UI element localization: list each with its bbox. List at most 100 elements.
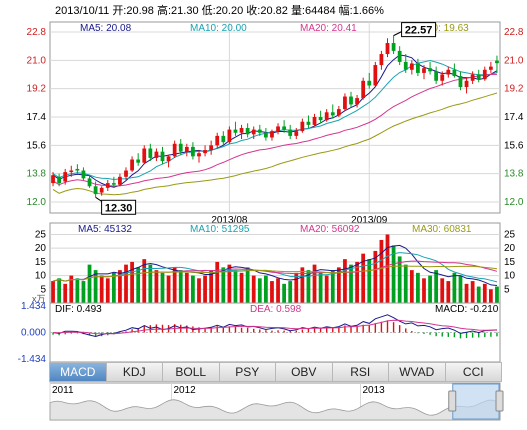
price-y-tick-left: 17.4: [27, 112, 47, 123]
volume-bar: [482, 283, 487, 303]
candle-body: [215, 135, 220, 146]
candle-body: [203, 150, 207, 154]
candle-body: [416, 63, 420, 73]
navigator-year-label: 2011: [52, 385, 74, 396]
volume-ma-legend: MA30: 60831: [412, 224, 472, 235]
candle-body: [93, 186, 98, 195]
volume-y-tick-right: 15: [504, 257, 516, 268]
volume-bar: [154, 270, 159, 303]
volume-bar: [300, 267, 305, 303]
change-label: 幅:: [338, 5, 353, 17]
tab-rsi[interactable]: RSI: [333, 363, 389, 381]
high-label: 高:: [156, 5, 172, 17]
candle-body: [428, 68, 432, 72]
tab-obv[interactable]: OBV: [276, 363, 333, 381]
candle-body: [99, 187, 104, 193]
candle-body: [81, 170, 86, 179]
navigator-year-label: 2012: [174, 385, 197, 396]
tab-boll[interactable]: BOLL: [163, 363, 220, 381]
volume-bar: [416, 272, 420, 303]
min-callout-box: [101, 199, 137, 215]
navigator-selection-window[interactable]: [452, 383, 500, 420]
candle-body: [385, 43, 390, 55]
price-y-tick-right: 19.2: [504, 84, 524, 95]
volume-bar: [257, 278, 262, 303]
volume-bar: [409, 270, 414, 303]
tab-wvad[interactable]: WVAD: [389, 363, 446, 381]
price-ma-legend: MA20: 20.41: [300, 23, 357, 34]
candle-body: [294, 131, 299, 136]
indicator-tab-bar: MACD KDJ BOLL PSY OBV RSI WVAD CCI: [49, 362, 502, 382]
navigator-left-handle[interactable]: [448, 390, 457, 412]
candle-body: [51, 175, 55, 184]
close-label: 收:: [246, 5, 261, 17]
open-label: 开:: [112, 5, 127, 17]
quote-date: 2013/10/11: [55, 5, 110, 17]
volume-bar: [367, 259, 372, 303]
candle-body: [446, 69, 451, 75]
volume-bar: [99, 275, 104, 303]
candle-body: [124, 170, 128, 177]
navigator-silhouette: [49, 399, 501, 421]
candle-body: [458, 76, 463, 88]
candle-body: [251, 129, 256, 135]
min-callout-text: 12.30: [105, 202, 133, 214]
max-callout-text: 22.57: [405, 25, 433, 37]
candle-body: [245, 128, 250, 135]
candle-body: [69, 170, 74, 173]
macd-dea-label: DEA: 0.598: [250, 304, 302, 315]
candle-body: [172, 143, 177, 157]
price-y-tick-right: 15.6: [504, 140, 524, 151]
tab-macd[interactable]: MACD: [50, 363, 107, 381]
volume-unit: x万: [32, 294, 46, 304]
candle-body: [434, 71, 439, 81]
volume-bar: [227, 264, 232, 303]
candle-body: [476, 74, 481, 80]
volume-bar: [184, 272, 189, 303]
price-y-tick-left: 13.8: [27, 169, 47, 180]
price-y-tick-right: 12.0: [504, 197, 524, 208]
volume-bar: [379, 239, 384, 303]
candle-body: [324, 112, 329, 121]
candle-body: [111, 183, 116, 185]
price-y-tick-left: 19.2: [27, 84, 47, 95]
volume-ma-legend: MA20: 56092: [300, 224, 360, 235]
candle-body: [227, 129, 232, 143]
volume-y-tick-right: 5: [504, 284, 510, 295]
candle-body: [239, 128, 244, 133]
volume-bar: [148, 264, 153, 303]
price-y-tick-left: 22.8: [27, 27, 47, 38]
candle-body: [142, 148, 147, 163]
candle-body: [361, 80, 366, 99]
volume-bar: [446, 281, 451, 303]
price-ma-line: [52, 92, 498, 196]
candle-body: [221, 135, 226, 143]
candle-body: [464, 80, 469, 88]
candle-body: [233, 129, 238, 133]
tab-kdj[interactable]: KDJ: [107, 363, 163, 381]
volume-y-tick-right: 25: [504, 229, 516, 240]
volume-bar: [324, 275, 329, 303]
volume-bar: [282, 283, 287, 303]
volume-bar: [215, 261, 220, 303]
price-ma-line: [52, 73, 498, 187]
tab-psy[interactable]: PSY: [220, 363, 276, 381]
price-y-tick-right: 21.0: [504, 55, 524, 66]
volume-bar: [343, 259, 347, 303]
volume-bar: [178, 270, 183, 303]
candle-body: [184, 146, 189, 152]
volume-bar: [470, 281, 475, 303]
volume-bar: [288, 281, 293, 303]
volume-bar: [270, 281, 274, 303]
volume-bar: [233, 270, 238, 303]
tab-cci[interactable]: CCI: [462, 365, 484, 379]
candle-body: [257, 129, 262, 133]
navigator-right-handle[interactable]: [495, 390, 504, 412]
volume-bar: [105, 278, 110, 303]
candle-body: [355, 98, 359, 105]
candle-body: [336, 109, 341, 116]
price-x-label: 2013/08: [211, 215, 248, 226]
candle-body: [160, 151, 165, 162]
volume-bar: [75, 278, 80, 303]
